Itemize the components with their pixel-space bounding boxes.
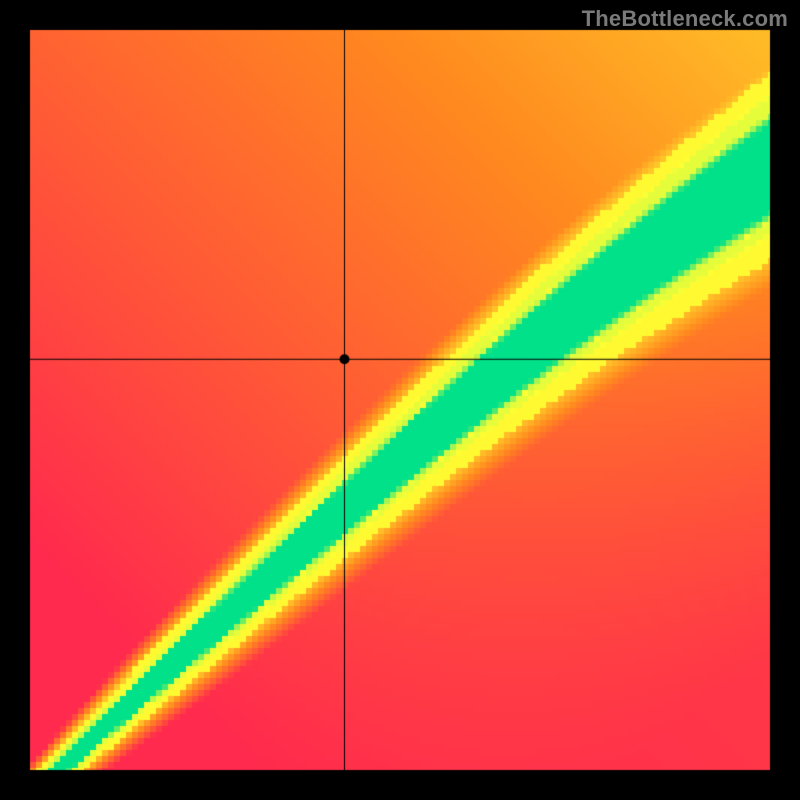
watermark-text: TheBottleneck.com [582,6,788,32]
chart-container: TheBottleneck.com [0,0,800,800]
bottleneck-heatmap-canvas [0,0,800,800]
